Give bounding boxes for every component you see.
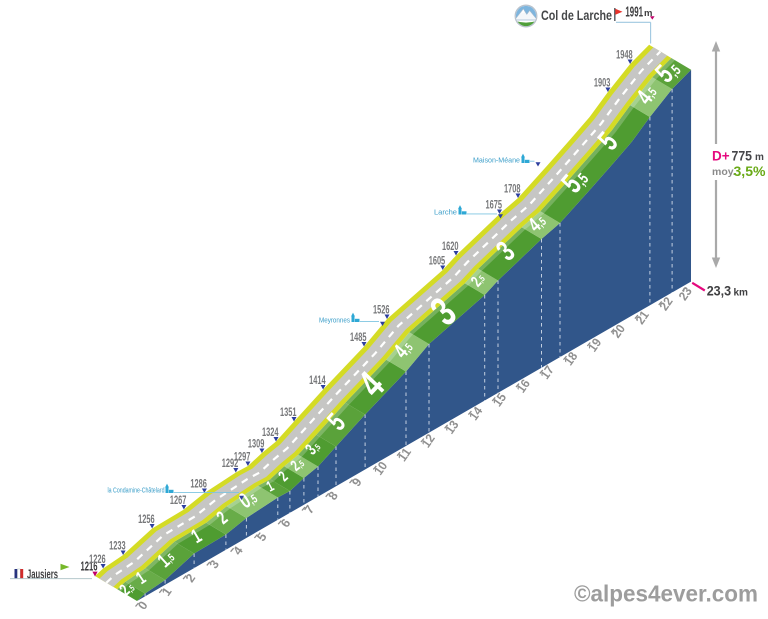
svg-text:775: 775 — [732, 149, 753, 164]
svg-text:1620: 1620 — [442, 241, 459, 253]
svg-text:1485: 1485 — [350, 332, 367, 344]
svg-text:1351: 1351 — [280, 407, 297, 419]
svg-text:1324: 1324 — [262, 427, 279, 439]
svg-text:1309: 1309 — [248, 438, 265, 450]
svg-text:1675: 1675 — [486, 199, 503, 211]
svg-text:m: m — [644, 8, 652, 19]
svg-text:D+: D+ — [712, 149, 730, 164]
svg-text:1903: 1903 — [594, 77, 611, 89]
svg-text:Jausiers: Jausiers — [27, 568, 58, 582]
svg-text:1526: 1526 — [373, 304, 390, 316]
svg-text:1605: 1605 — [429, 255, 446, 267]
svg-text:moy.: moy. — [712, 166, 736, 178]
svg-text:km: km — [734, 287, 749, 298]
svg-text:1414: 1414 — [309, 375, 326, 387]
svg-text:1297: 1297 — [234, 451, 251, 463]
svg-text:m: m — [755, 152, 764, 163]
svg-text:la Condamine-Châtelard: la Condamine-Châtelard — [108, 485, 165, 494]
svg-text:1256: 1256 — [138, 514, 155, 526]
svg-text:1226: 1226 — [89, 554, 106, 566]
svg-text:1991: 1991 — [625, 4, 643, 20]
svg-text:1286: 1286 — [190, 478, 207, 490]
svg-text:1233: 1233 — [109, 540, 126, 552]
svg-text:1267: 1267 — [170, 495, 187, 507]
svg-text:Col de Larche: Col de Larche — [541, 7, 612, 23]
svg-text:1708: 1708 — [504, 183, 521, 195]
svg-text:3,5%: 3,5% — [734, 164, 766, 179]
svg-text:©alpes4ever.com: ©alpes4ever.com — [574, 581, 758, 607]
svg-text:23,3: 23,3 — [707, 284, 732, 299]
svg-text:1948: 1948 — [616, 49, 633, 61]
svg-text:1292: 1292 — [222, 458, 239, 470]
svg-text:Maison-Méane: Maison-Méane — [473, 156, 520, 165]
svg-text:Meyronnes: Meyronnes — [319, 316, 350, 325]
svg-text:1216: 1216 — [81, 559, 98, 573]
svg-text:Larche: Larche — [434, 208, 457, 217]
